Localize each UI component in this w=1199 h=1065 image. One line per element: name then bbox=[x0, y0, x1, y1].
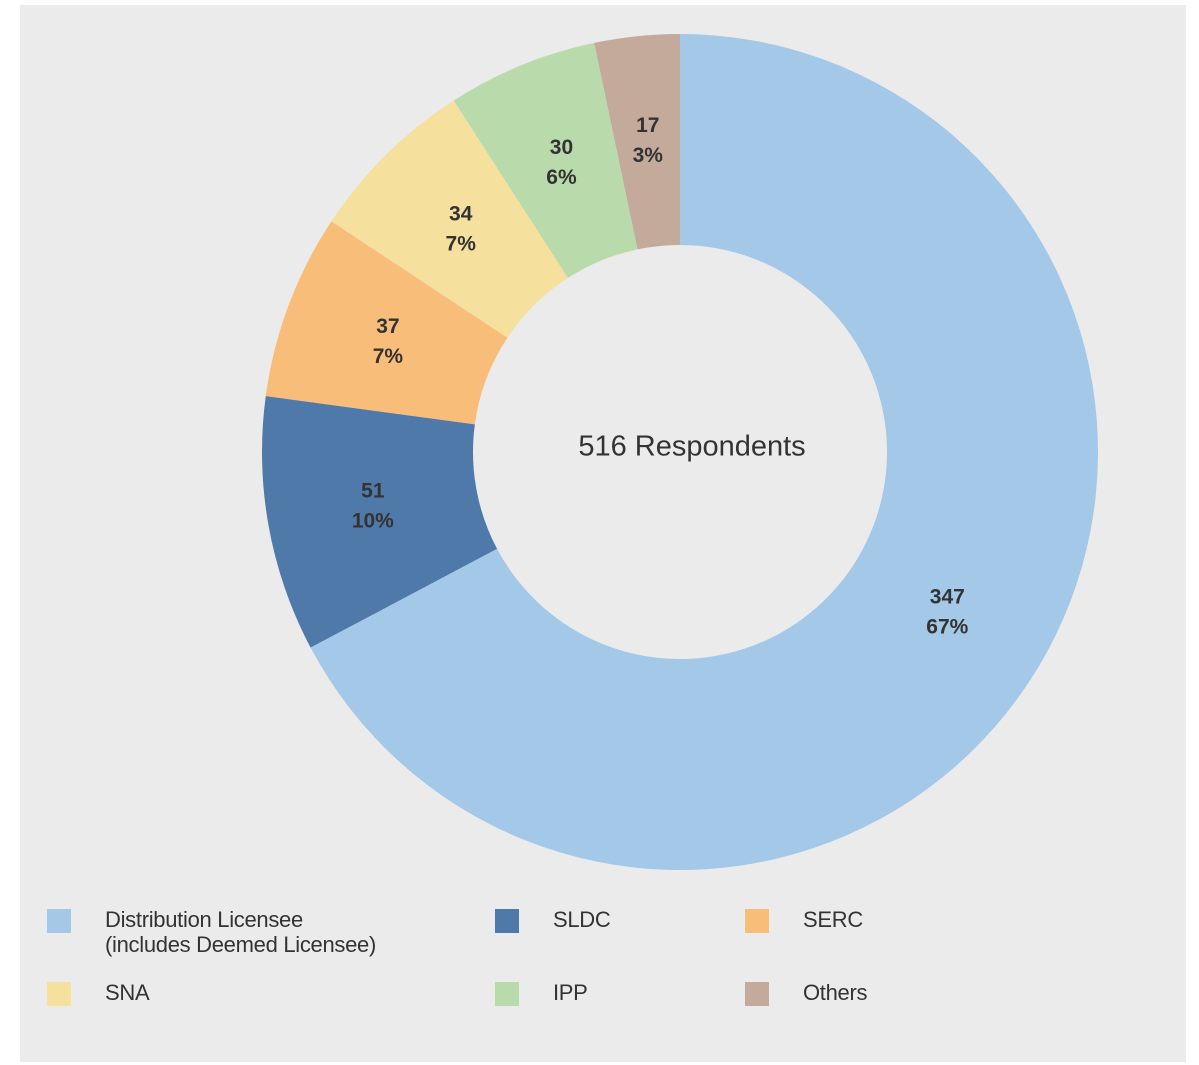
slice bbox=[594, 34, 680, 250]
legend-label: IPP bbox=[553, 980, 588, 1005]
legend-swatch bbox=[47, 909, 71, 933]
legend-item: Others bbox=[745, 980, 868, 1006]
legend-swatch bbox=[495, 982, 519, 1006]
slice-label: 6% bbox=[546, 166, 577, 189]
legend-item: IPP bbox=[495, 980, 588, 1006]
legend-item: SERC bbox=[745, 907, 863, 933]
slice-label: 34 bbox=[449, 203, 473, 226]
center-label: 516 Respondents bbox=[578, 431, 805, 463]
legend-item: SNA bbox=[47, 980, 150, 1006]
slice-label: 10% bbox=[352, 509, 394, 532]
legend-label: SERC bbox=[803, 907, 863, 932]
slice-label: 7% bbox=[446, 233, 477, 256]
slice bbox=[310, 34, 1098, 870]
slice-label: 67% bbox=[926, 615, 968, 638]
slice bbox=[265, 221, 508, 425]
legend-swatch bbox=[47, 982, 71, 1006]
slice bbox=[331, 100, 568, 338]
slice-label: 30 bbox=[550, 136, 573, 159]
legend-swatch bbox=[745, 909, 769, 933]
legend-label: SLDC bbox=[553, 907, 611, 932]
slice-label: 17 bbox=[636, 114, 659, 137]
legend-label: Others bbox=[803, 980, 868, 1005]
slice bbox=[453, 42, 638, 278]
legend-label: Distribution Licensee (includes Deemed L… bbox=[105, 907, 377, 957]
legend-item: Distribution Licensee (includes Deemed L… bbox=[47, 907, 376, 957]
slice bbox=[261, 396, 498, 648]
slice-label: 7% bbox=[373, 345, 404, 368]
slice-label: 37 bbox=[376, 315, 399, 338]
legend-label: SNA bbox=[105, 980, 150, 1005]
legend-swatch bbox=[495, 909, 519, 933]
slice-label: 3% bbox=[633, 144, 664, 167]
slice-label: 347 bbox=[930, 585, 965, 608]
slice-label: 51 bbox=[361, 479, 385, 502]
legend-item: SLDC bbox=[495, 907, 611, 933]
legend-swatch bbox=[745, 982, 769, 1006]
